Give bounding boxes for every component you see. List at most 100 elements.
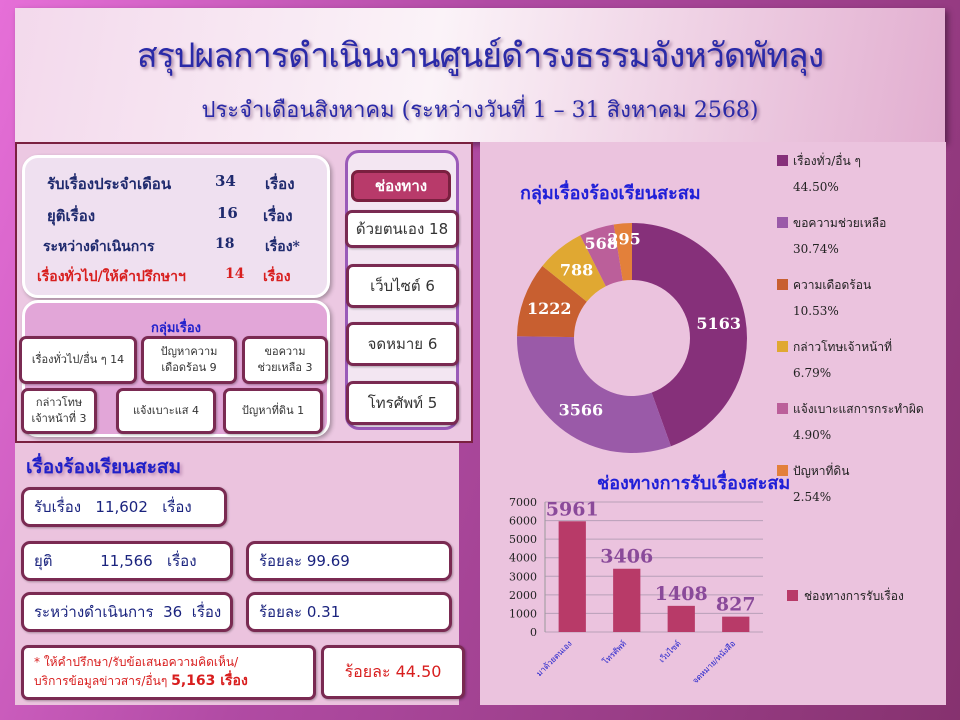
legend-item: เรื่องทั่ว/อื่น ๆ 44.50% — [777, 148, 861, 200]
donut-data-label: 295 — [607, 229, 640, 248]
y-tick-label: 5000 — [509, 533, 537, 546]
legend-label: ขอความช่วยเหลือ — [793, 216, 887, 230]
summary-label: ยุติเรื่อง — [47, 207, 96, 225]
summary-unit: เรื่อง — [263, 207, 293, 225]
summary-label: รับเรื่องประจำเดือน — [47, 175, 172, 193]
legend-item: ปัญหาที่ดิน 2.54% — [777, 458, 849, 510]
donut-slice — [580, 224, 623, 287]
channel-box: ด้วยตนเอง 18 — [345, 210, 459, 248]
donut-slice — [613, 223, 632, 281]
donut-data-label: 5163 — [696, 314, 741, 333]
summary-label: เรื่องทั่วไป/ให้คำปรึกษาฯ — [37, 269, 186, 285]
legend-pct: 44.50% — [793, 180, 839, 194]
x-tick-label: โทรศัพท์ — [600, 638, 628, 666]
summary-value: 34 — [215, 172, 236, 190]
legend-pct: 30.74% — [793, 242, 839, 256]
monthly-summary: รับเรื่องประจำเดือน 34 เรื่อง ยุติเรื่อง 16… — [22, 155, 330, 298]
legend-swatch — [777, 217, 788, 228]
note-line: บริการข้อมูลข่าวสาร/อื่นๆ — [34, 674, 172, 688]
legend-swatch — [777, 341, 788, 352]
y-tick-label: 2000 — [509, 589, 537, 602]
donut-slice — [517, 265, 587, 338]
group-line: ปัญหาความ — [160, 344, 218, 358]
group-box: กล่าวโทษ เจ้าหน้าที่ 3 — [21, 388, 97, 434]
summary-unit: เรื่อง — [265, 175, 295, 193]
legend-label: กล่าวโทษเจ้าหน้าที่ — [793, 340, 892, 354]
channel-box: จดหมาย 6 — [346, 322, 459, 366]
advice-pct-box: ร้อยละ 44.50 — [321, 645, 465, 699]
pending-box: ระหว่างดำเนินการ 36 เรื่อง — [21, 592, 233, 632]
x-tick-label: จดหมาย/หนังสือ — [691, 639, 738, 686]
group-box: ปัญหาความเดือดร้อน 9 — [141, 336, 237, 384]
summary-value: 18 — [215, 236, 235, 252]
bar-data-label: 5961 — [546, 498, 599, 520]
legend-label: แจ้งเบาะแสการกระทำผิด — [793, 402, 924, 416]
donut-data-label: 1222 — [527, 299, 572, 318]
bar — [667, 605, 695, 632]
y-tick-label: 1000 — [509, 607, 537, 620]
closed-box: ยุติ 11,566 เรื่อง — [21, 541, 233, 581]
title-banner: สรุปผลการดำเนินงานศูนย์ดำรงธรรมจังหวัดพั… — [15, 8, 945, 142]
bar-data-label: 827 — [716, 594, 756, 616]
summary-value: 16 — [217, 204, 238, 222]
page-subtitle: ประจำเดือนสิงหาคม (ระหว่างวันที่ 1 – 31 … — [201, 98, 759, 123]
donut-data-label: 3566 — [559, 401, 604, 420]
donut-chart-title: กลุ่มเรื่องร้องเรียนสะสม — [520, 183, 701, 204]
channel-box: เว็บไซต์ 6 — [346, 264, 459, 308]
group-line: ปัญหาที่ดิน 1 — [241, 403, 305, 417]
bar — [722, 616, 750, 632]
bar-data-label: 3406 — [600, 546, 653, 568]
legend-pct: 4.90% — [793, 428, 832, 442]
y-tick-label: 7000 — [509, 496, 537, 509]
legend-item: กล่าวโทษเจ้าหน้าที่ 6.79% — [777, 334, 892, 386]
note-line: * ให้คำปรึกษา/รับข้อเสนอความคิดเห็น/ — [34, 655, 239, 669]
legend-swatch — [777, 403, 788, 414]
legend-label: ความเดือดร้อน — [793, 278, 872, 292]
received-box: รับเรื่อง 11,602 เรื่อง — [21, 487, 227, 527]
legend-item: แจ้งเบาะแสการกระทำผิด 4.90% — [777, 396, 924, 448]
legend-swatch — [777, 155, 788, 166]
y-tick-label: 6000 — [509, 515, 537, 528]
legend-pct: 2.54% — [793, 490, 832, 504]
channels-title: ช่องทาง — [351, 170, 451, 202]
group-line: แจ้งเบาะแส 4 — [132, 403, 200, 417]
pending-pct-box: ร้อยละ 0.31 — [246, 592, 452, 632]
bar — [558, 521, 586, 632]
groups-title: กลุ่มเรื่อง — [151, 321, 201, 336]
group-line: ช่วยเหลือ 3 — [257, 361, 313, 374]
legend-item: ความเดือดร้อน 10.53% — [777, 272, 871, 324]
bar-chart: 0 1000 2000 3000 4000 5000 6000 7000 5961 มาด้วยต… — [509, 496, 904, 686]
x-tick-label: มาด้วยตนเอง — [535, 639, 574, 678]
legend-swatch — [787, 590, 798, 601]
bar-chart-title: ช่องทางการรับเรื่องสะสม — [597, 473, 791, 494]
summary-unit: เรื่อง* — [265, 239, 300, 255]
legend-pct: 10.53% — [793, 304, 839, 318]
group-box: เรื่องทั่วไป/อื่น ๆ 14 — [19, 336, 137, 384]
page-title: สรุปผลการดำเนินงานศูนย์ดำรงธรรมจังหวัดพั… — [136, 36, 824, 76]
group-line: กล่าวโทษ — [35, 395, 83, 409]
summary-unit: เรื่อง — [263, 269, 291, 285]
group-box: ปัญหาที่ดิน 1 — [223, 388, 323, 434]
y-tick-label: 4000 — [509, 552, 537, 565]
channel-box: โทรศัพท์ 5 — [346, 381, 459, 425]
legend-item: ขอความช่วยเหลือ 30.74% — [777, 210, 886, 262]
summary-label: ระหว่างดำเนินการ — [43, 239, 155, 255]
group-box: ขอความช่วยเหลือ 3 — [242, 336, 328, 384]
legend-label: เรื่องทั่ว/อื่น ๆ — [793, 154, 861, 168]
bar-data-label: 1408 — [655, 583, 708, 605]
group-line: เดือดร้อน 9 — [161, 361, 217, 374]
donut-data-label: 568 — [584, 234, 617, 253]
summary-value: 14 — [225, 266, 245, 282]
x-tick-label: เว็บไซต์ — [657, 638, 683, 664]
group-box: แจ้งเบาะแส 4 — [116, 388, 216, 434]
legend-label: ช่องทางการรับเรื่อง — [804, 587, 904, 603]
legend-pct: 6.79% — [793, 366, 832, 380]
donut-slice — [517, 336, 671, 453]
legend-swatch — [777, 279, 788, 290]
legend-label: ปัญหาที่ดิน — [793, 464, 850, 478]
donut-data-label: 788 — [560, 261, 593, 280]
closed-pct-box: ร้อยละ 99.69 — [246, 541, 452, 581]
group-line: ขอความ — [264, 344, 306, 358]
y-tick-label: 3000 — [509, 570, 537, 583]
